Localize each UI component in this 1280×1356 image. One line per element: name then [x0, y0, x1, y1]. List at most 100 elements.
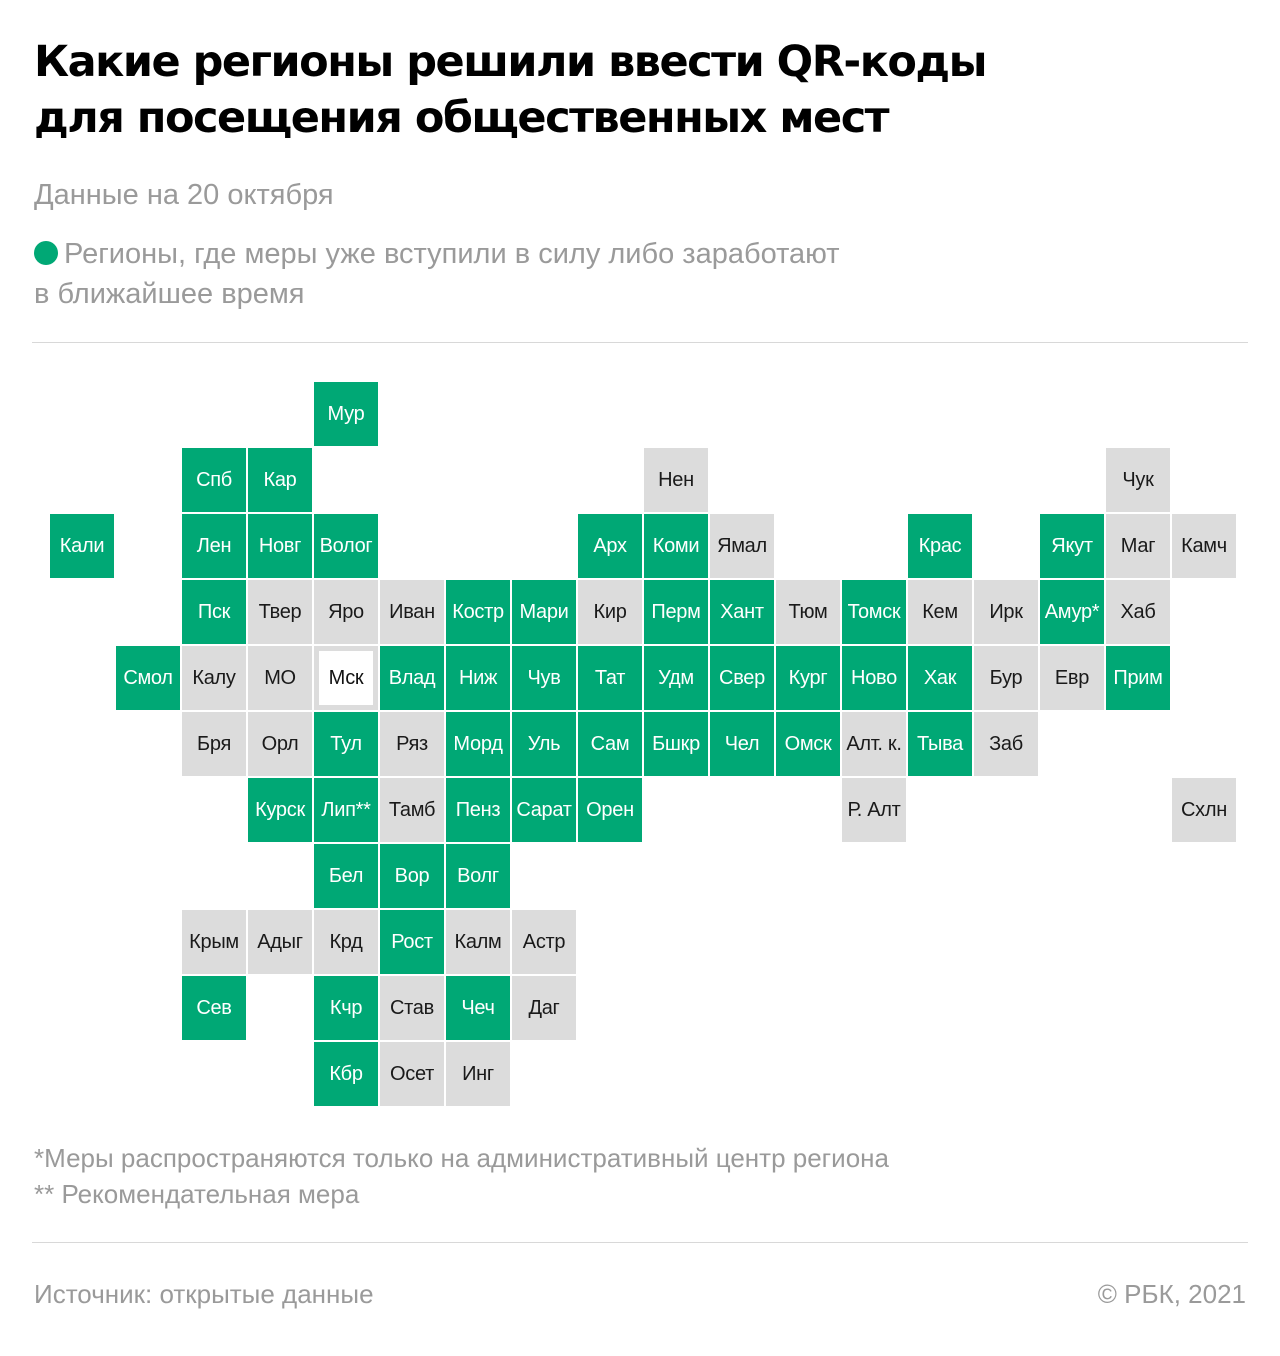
region-label: Твер	[258, 600, 302, 623]
region-tile: Свер	[710, 646, 774, 710]
region-label: Волг	[457, 864, 499, 887]
region-label: Новг	[258, 534, 302, 557]
region-tile: Чел	[710, 712, 774, 776]
region-tile: Кали	[50, 514, 114, 578]
region-tile: Ниж	[446, 646, 510, 710]
region-label: Амур*	[1044, 600, 1100, 623]
region-tile: Хаб	[1106, 580, 1170, 644]
region-tile: Уль	[512, 712, 576, 776]
region-label: Инг	[462, 1062, 494, 1085]
region-label: Хант	[720, 600, 764, 623]
region-tile: Прим	[1106, 646, 1170, 710]
region-label: Сарат	[516, 798, 572, 821]
region-tile: Коми	[644, 514, 708, 578]
region-label: Влад	[388, 666, 436, 689]
region-label: Иван	[389, 600, 435, 623]
copyright-text: © РБК, 2021	[1097, 1279, 1246, 1309]
region-tile: Лен	[182, 514, 246, 578]
region-tile: Якут	[1040, 514, 1104, 578]
region-tile: Бря	[182, 712, 246, 776]
region-label: Мари	[519, 600, 569, 623]
region-label: Яро	[328, 600, 364, 623]
source-text: Источник: открытые данные	[34, 1279, 374, 1309]
region-label: Бшкр	[652, 732, 700, 755]
region-label: Мур	[327, 402, 365, 425]
region-tile: Чув	[512, 646, 576, 710]
region-label: Евр	[1054, 666, 1090, 689]
region-tile: Калм	[446, 910, 510, 974]
region-tile: Пенз	[446, 778, 510, 842]
region-label: Лип**	[321, 798, 371, 821]
legend-dot-icon	[34, 241, 58, 265]
region-tile: Евр	[1040, 646, 1104, 710]
region-label: МО	[264, 666, 296, 689]
region-tile: Маг	[1106, 514, 1170, 578]
region-tile: Бел	[314, 844, 378, 908]
region-label: Удм	[658, 666, 694, 689]
region-label: Костр	[452, 600, 504, 623]
region-label: Курск	[255, 798, 305, 821]
region-label: Пск	[197, 600, 231, 623]
region-label: Став	[390, 996, 434, 1019]
region-tile: Удм	[644, 646, 708, 710]
region-tile: Ирк	[974, 580, 1038, 644]
region-label: Прим	[1113, 666, 1163, 689]
region-label: Маг	[1120, 534, 1156, 557]
region-tile: МО	[248, 646, 312, 710]
region-label: Крд	[329, 930, 363, 953]
region-label: Кбр	[329, 1062, 363, 1085]
region-tile: Кем	[908, 580, 972, 644]
region-tile: Пск	[182, 580, 246, 644]
region-tile: Хант	[710, 580, 774, 644]
region-tile: Алт. к.	[842, 712, 906, 776]
divider-top	[32, 342, 1248, 343]
region-label: Кар	[263, 468, 297, 491]
region-label: Осет	[390, 1062, 434, 1085]
region-tile: Тул	[314, 712, 378, 776]
region-label: Мск	[328, 666, 364, 689]
region-label: Тат	[594, 666, 626, 689]
region-tile: Костр	[446, 580, 510, 644]
region-label: Омск	[784, 732, 832, 755]
region-tile: Сев	[182, 976, 246, 1040]
region-label: Перм	[651, 600, 701, 623]
region-label: Тул	[330, 732, 362, 755]
region-tile: Адыг	[248, 910, 312, 974]
region-label: Кир	[593, 600, 627, 623]
region-label: Сев	[196, 996, 232, 1019]
region-tile: Чук	[1106, 448, 1170, 512]
region-tile: Крас	[908, 514, 972, 578]
region-label: Астр	[522, 930, 566, 953]
region-tile: Кчр	[314, 976, 378, 1040]
region-label: Волог	[319, 534, 373, 557]
region-label: Орен	[586, 798, 634, 821]
legend-text-line-1: Регионы, где меры уже вступили в силу ли…	[64, 238, 840, 270]
region-tile: Став	[380, 976, 444, 1040]
region-label: Алт. к.	[846, 732, 902, 755]
region-tile: Орл	[248, 712, 312, 776]
region-label: Калм	[454, 930, 502, 953]
region-label: Крас	[918, 534, 962, 557]
chart-title-line-1: Какие регионы решили ввести QR-коды	[34, 37, 988, 87]
region-tile: Хак	[908, 646, 972, 710]
region-label: Чук	[1122, 468, 1154, 491]
region-label: Калу	[192, 666, 236, 689]
region-tile: Инг	[446, 1042, 510, 1106]
region-tile: Мари	[512, 580, 576, 644]
region-label: Коми	[652, 534, 700, 557]
region-tile: Иван	[380, 580, 444, 644]
region-tile: Тыва	[908, 712, 972, 776]
region-tile: Осет	[380, 1042, 444, 1106]
region-tile: Лип**	[314, 778, 378, 842]
region-label: Чув	[527, 666, 561, 689]
region-label: Заб	[989, 732, 1023, 755]
region-label: Рост	[391, 930, 433, 953]
region-tile: Даг	[512, 976, 576, 1040]
region-label: Камч	[1181, 534, 1227, 557]
region-label: Бел	[328, 864, 364, 887]
region-tile: Арх	[578, 514, 642, 578]
legend: Регионы, где меры уже вступили в силу ли…	[34, 234, 1034, 314]
region-tile: Ямал	[710, 514, 774, 578]
region-tile: Влад	[380, 646, 444, 710]
region-label: Чел	[724, 732, 760, 755]
